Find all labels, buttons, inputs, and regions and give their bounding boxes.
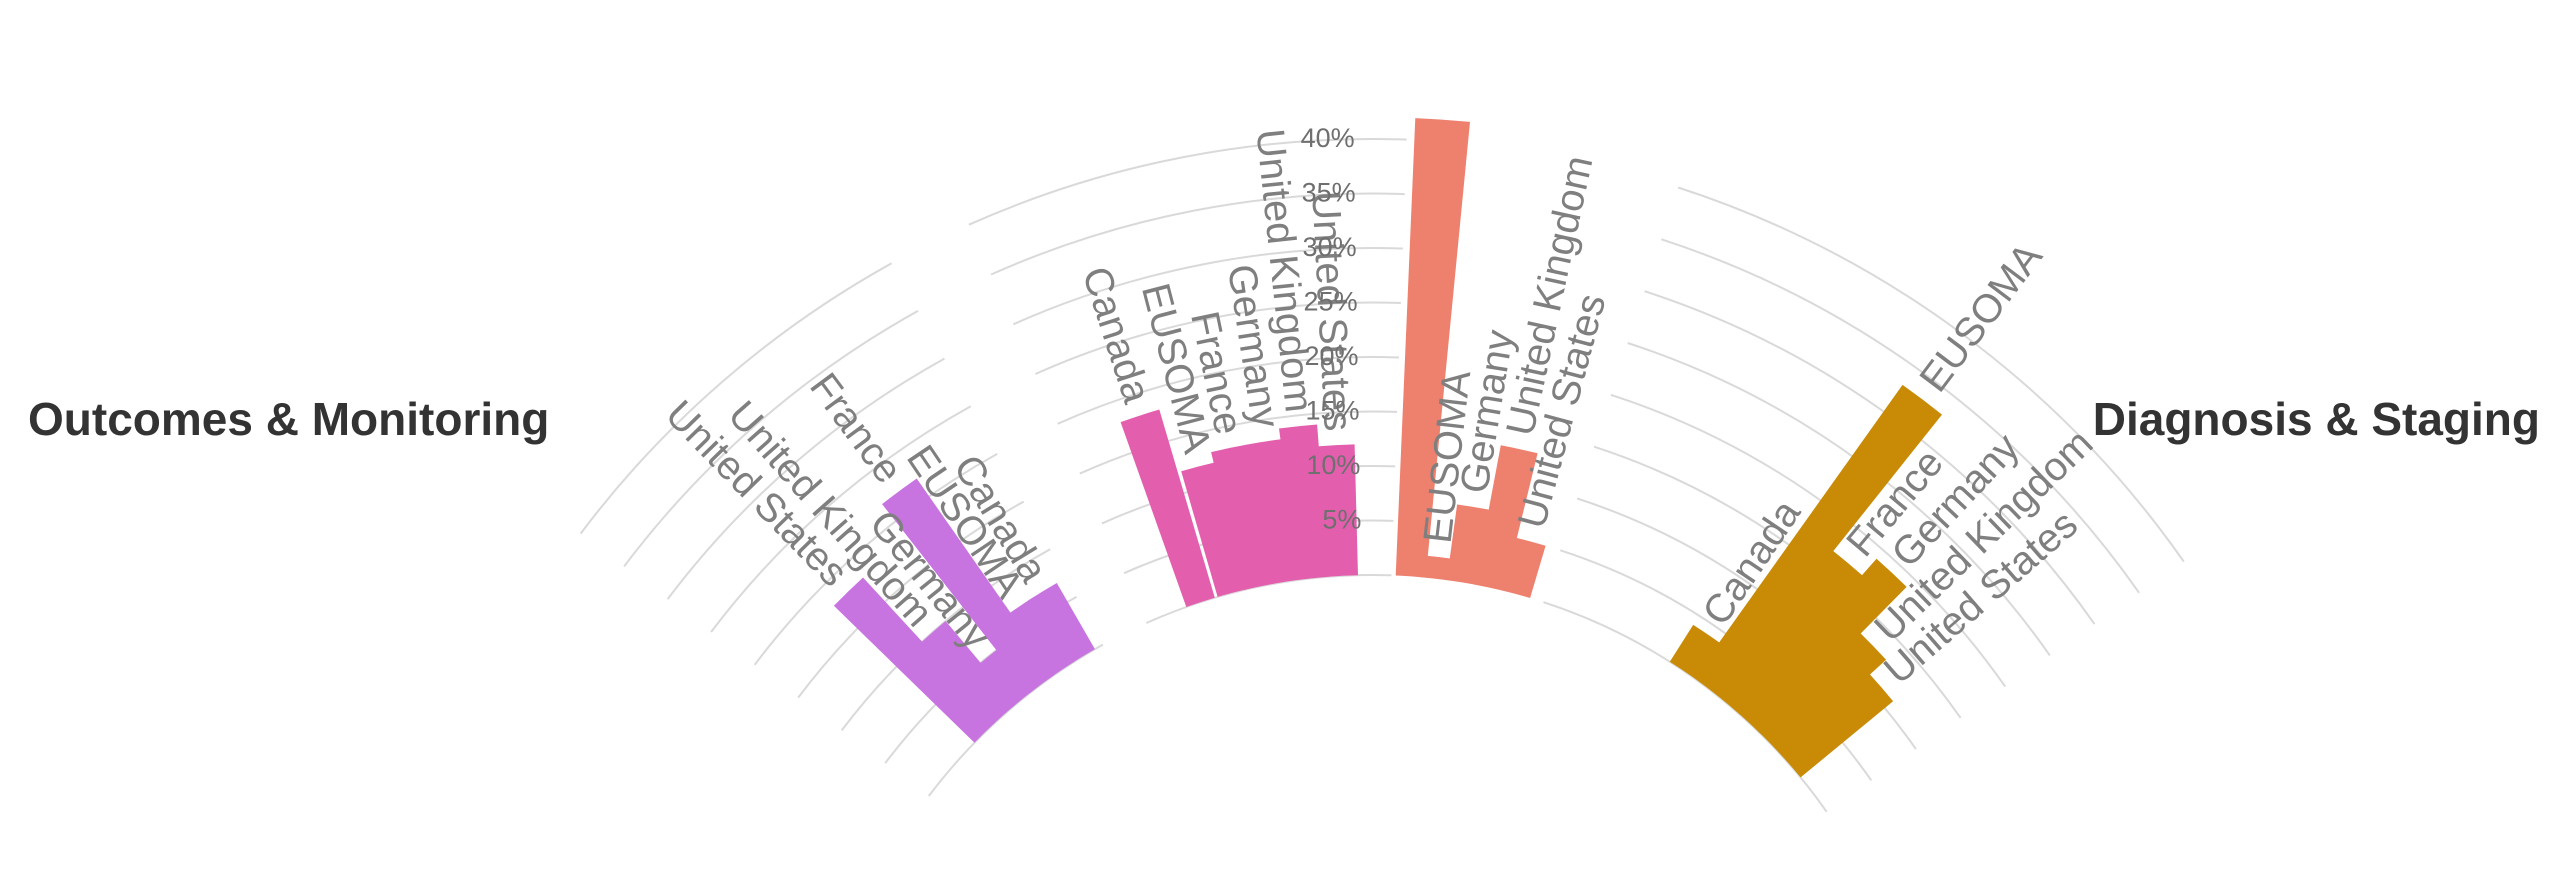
bar-group2-eusoma [1420, 555, 1454, 581]
tick-label-15: 15% [1305, 396, 1359, 426]
bar-label-group3-eusoma: EUSOMA [1911, 235, 2051, 400]
tick-label-40: 40% [1301, 123, 1355, 153]
bar-group2-united-kingdom [1474, 445, 1538, 591]
group-title-outcomes-monitoring: Outcomes & Monitoring [28, 393, 549, 445]
bars [833, 118, 1942, 778]
grid-ring-4-1 [1057, 356, 1400, 425]
bar-group0-united-states [833, 577, 996, 743]
bar-group3-united-kingdom [1760, 632, 1887, 756]
radial-tick-labels: 5% 10% 15% 20% 25% 30% 35% 40% [1301, 123, 1362, 534]
tick-label-25: 25% [1304, 287, 1358, 317]
grid-ring-7-1 [990, 192, 1405, 276]
grid-ring-4-0 [753, 453, 998, 666]
grid-ring-5-1 [1034, 301, 1401, 375]
bar-group1-united-kingdom [1279, 424, 1329, 580]
tick-label-10: 10% [1306, 450, 1360, 480]
grid-ring-8-2 [1677, 186, 2185, 563]
bar-group3-eusoma [1693, 384, 1942, 696]
bar-group0-eusoma [1005, 597, 1075, 679]
bar-group3-united-states [1780, 673, 1894, 778]
grid-ring-6-0 [666, 357, 945, 600]
bar-group2-united-states [1501, 537, 1546, 598]
grid-ring-7-2 [1661, 238, 2140, 594]
tick-label-20: 20% [1304, 341, 1358, 371]
bar-group0-germany [975, 646, 1035, 709]
grid-ring-3-0 [797, 500, 1025, 699]
grid-ring-3-1 [1079, 410, 1398, 475]
bar-group3-germany [1739, 558, 1907, 735]
grid-ring-6-1 [1012, 246, 1403, 326]
bar-group3-france [1717, 550, 1863, 715]
grid-ring-5-0 [710, 405, 972, 633]
tick-label-30: 30% [1303, 232, 1357, 262]
bar-group1-france [1211, 444, 1274, 590]
grid-ring-8-1 [968, 138, 1407, 226]
grid-ring-7-0 [623, 310, 919, 568]
bar-group1-united-states [1317, 444, 1358, 577]
tick-label-5: 5% [1322, 505, 1361, 535]
grid-ring-0-0 [928, 643, 1104, 797]
grid-ring-0-1 [1145, 573, 1392, 624]
bar-group2-bar [1395, 118, 1470, 578]
tick-label-35: 35% [1302, 178, 1356, 208]
bar-group0-united-kingdom [918, 621, 1016, 725]
bar-group3-canada [1669, 624, 1720, 679]
grid-ring-0-2 [1543, 601, 1828, 813]
bar-group0-canada [1027, 583, 1095, 665]
bar-group1-canada [1120, 409, 1215, 607]
bar-group1-eusoma [1181, 461, 1247, 597]
group-title-diagnosis-staging: Diagnosis & Staging [2093, 393, 2540, 445]
bar-group0-france [882, 478, 1055, 693]
grid-ring-8-0 [579, 262, 893, 535]
